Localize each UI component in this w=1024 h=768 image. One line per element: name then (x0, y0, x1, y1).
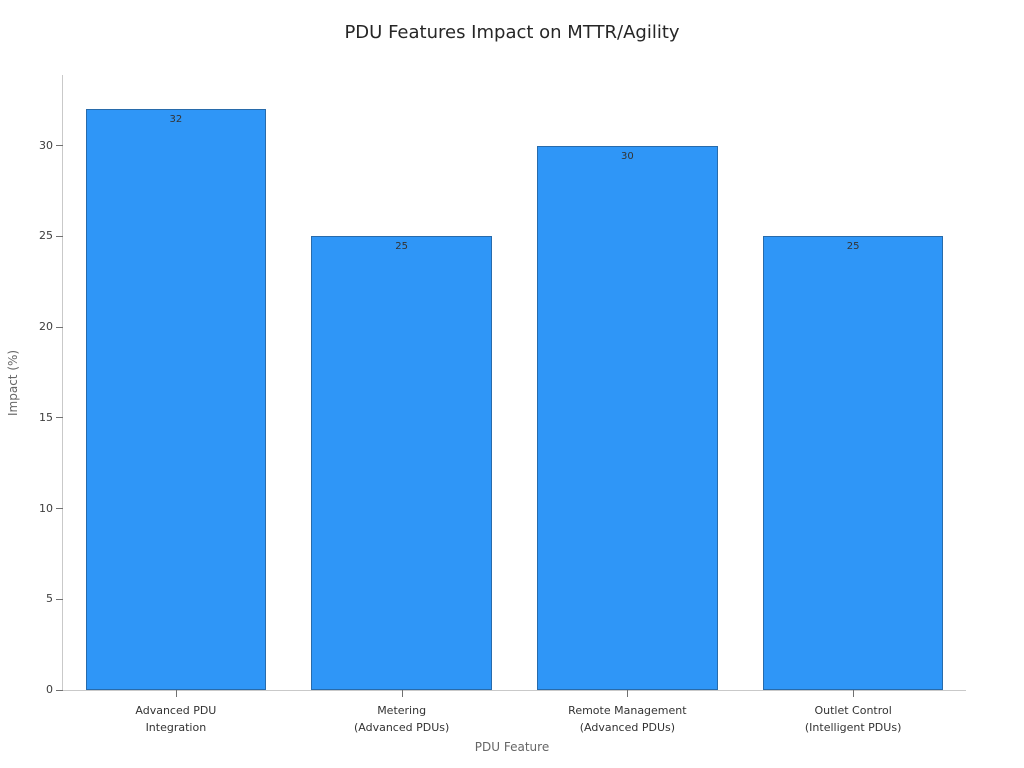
bar-value-label: 25 (846, 241, 860, 253)
x-tick-mark (175, 690, 177, 697)
chart-title: PDU Features Impact on MTTR/Agility (344, 22, 680, 43)
y-tick-label: 30 (39, 138, 53, 152)
x-tick-label: Outlet Control (Intelligent PDUs) (804, 704, 902, 734)
y-tick-label: 20 (39, 320, 53, 334)
y-tick-label: 0 (46, 683, 53, 696)
y-tick-mark (56, 326, 63, 328)
y-tick-mark (56, 417, 63, 419)
plot-area: 0 5 10 15 20 25 30 32 Advanced PDU Integration 25… (39, 75, 966, 734)
bar-value-label: 25 (395, 241, 408, 253)
y-tick-label: 5 (46, 592, 53, 606)
x-tick-label: Metering (Advanced PDUs) (353, 704, 450, 734)
bar: 25 (311, 236, 492, 690)
y-tick-label: 15 (39, 410, 53, 424)
y-tick-mark (56, 689, 63, 691)
y-tick-label: 25 (39, 229, 53, 243)
bar-value-label: 32 (169, 114, 183, 126)
x-tick-label: Remote Management (Advanced PDUs) (568, 704, 687, 734)
y-tick-mark (56, 235, 63, 237)
bar: 32 (85, 109, 267, 690)
bar: 25 (762, 236, 944, 690)
y-tick-mark (56, 145, 63, 147)
bar: 30 (537, 145, 718, 690)
x-tick-label: Advanced PDU Integration (135, 704, 217, 734)
x-tick-mark (853, 690, 855, 697)
y-tick-mark (56, 508, 63, 510)
y-tick-mark (56, 598, 63, 600)
x-axis-title: PDU Feature (474, 740, 550, 754)
x-tick-mark (627, 690, 629, 697)
x-tick-mark (401, 690, 403, 697)
bar-value-label: 30 (620, 150, 634, 162)
y-tick-label: 10 (39, 501, 53, 515)
